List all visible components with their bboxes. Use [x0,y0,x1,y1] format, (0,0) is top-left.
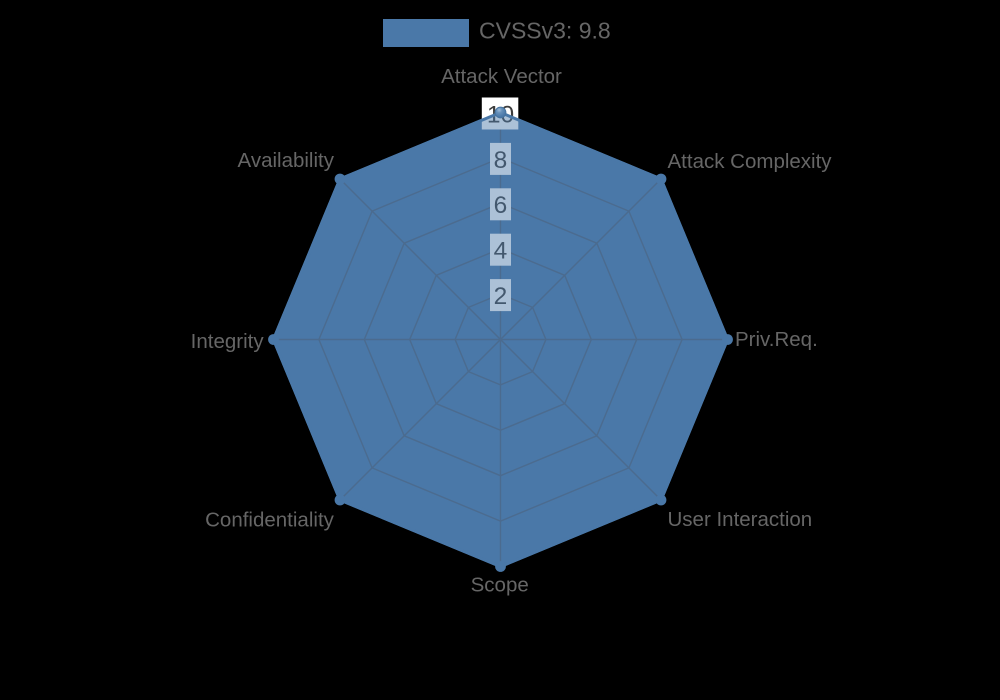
svg-text:2: 2 [494,283,508,310]
svg-text:CVSSv3: 9.8: CVSSv3: 9.8 [479,18,611,44]
svg-text:Priv.Req.: Priv.Req. [735,328,818,351]
svg-text:Attack Complexity: Attack Complexity [668,150,833,173]
svg-text:Integrity: Integrity [191,330,265,353]
svg-text:Scope: Scope [471,574,529,597]
svg-text:Availability: Availability [238,149,335,172]
svg-text:Attack Vector: Attack Vector [441,65,562,88]
svg-text:4: 4 [494,238,508,265]
svg-text:6: 6 [494,192,508,219]
svg-text:8: 8 [494,147,508,174]
svg-text:Confidentiality: Confidentiality [205,509,335,532]
svg-text:User Interaction: User Interaction [668,508,813,531]
